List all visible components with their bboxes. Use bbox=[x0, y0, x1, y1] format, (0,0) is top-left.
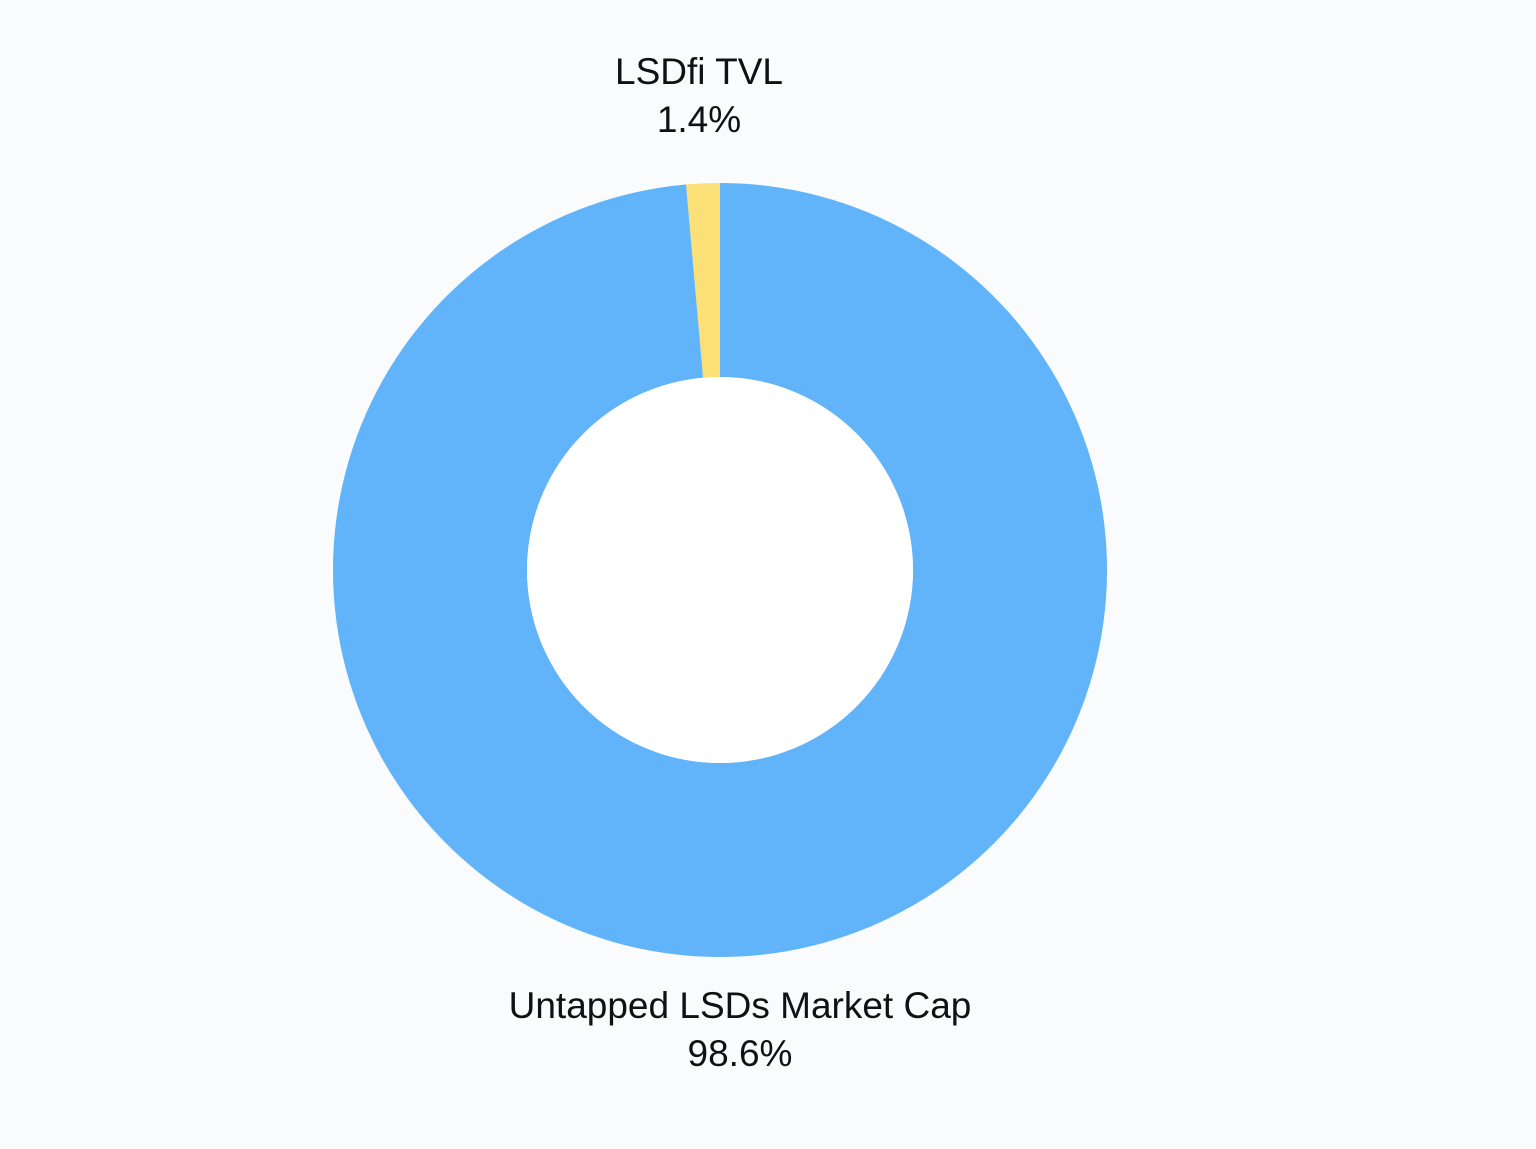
donut-hole bbox=[527, 377, 913, 763]
slice-label-lsdfi-tvl: LSDfi TVL 1.4% bbox=[615, 48, 783, 144]
donut-slices bbox=[332, 183, 1108, 958]
donut-slice-lsdfi-tvl bbox=[686, 183, 720, 378]
slice-label-untapped-lsds: Untapped LSDs Market Cap 98.6% bbox=[509, 982, 972, 1078]
slice-value-lsdfi-tvl: 1.4% bbox=[656, 99, 742, 140]
slice-value-untapped-lsds: 98.6% bbox=[687, 1033, 793, 1074]
donut-slice-untapped-lsds-market-cap bbox=[332, 183, 1108, 958]
slice-name-untapped-lsds: Untapped LSDs Market Cap bbox=[508, 985, 972, 1026]
slice-name-lsdfi-tvl: LSDfi TVL bbox=[615, 51, 783, 92]
